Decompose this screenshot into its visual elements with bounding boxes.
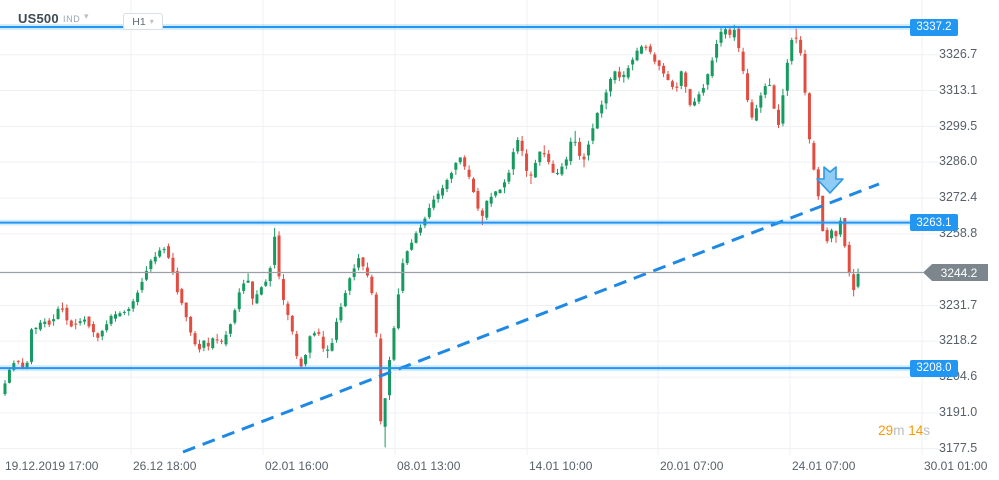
ascending-trendline[interactable] xyxy=(182,182,880,454)
price-chart-canvas[interactable] xyxy=(0,0,999,455)
price-level-label[interactable]: 3263.1 xyxy=(910,214,958,232)
symbol-label[interactable]: US500 xyxy=(18,11,59,26)
timeframe-label: H1 xyxy=(132,15,146,28)
time-tick-label: 30.01 01:00 xyxy=(924,459,988,473)
time-tick-label: 20.01 07:00 xyxy=(660,459,724,473)
time-tick-label: 14.01 10:00 xyxy=(529,459,593,473)
time-tick-label: 26.12 18:00 xyxy=(133,459,197,473)
time-tick-label: 02.01 16:00 xyxy=(265,459,329,473)
price-tick-label: 3231.7 xyxy=(939,297,978,312)
countdown-seconds-unit: s xyxy=(923,423,930,438)
chart-header: US500 IND ▾ H1 ▾ xyxy=(0,0,999,32)
price-tick-label: 3272.4 xyxy=(939,190,978,205)
countdown-minutes: 29 xyxy=(878,423,894,438)
price-level-label[interactable]: 3208.0 xyxy=(910,359,958,377)
price-tick-label: 3191.0 xyxy=(939,404,978,419)
time-tick-label: 08.01 13:00 xyxy=(397,459,461,473)
price-tick-label: 3218.2 xyxy=(939,333,978,348)
price-level-label[interactable]: 3337.2 xyxy=(910,18,958,36)
timeframe-selector[interactable]: H1 ▾ xyxy=(123,13,163,30)
instrument-type-badge: IND xyxy=(63,14,81,24)
symbol-dropdown-caret-icon[interactable]: ▾ xyxy=(84,11,89,21)
current-price-label: 3244.2 xyxy=(923,264,988,282)
timeframe-caret-icon: ▾ xyxy=(149,16,154,26)
price-tick-label: 3326.7 xyxy=(939,46,978,61)
candlesticks xyxy=(3,24,860,448)
time-tick-label: 19.12.2019 17:00 xyxy=(5,459,99,473)
candle-countdown-timer: 29m 14s xyxy=(878,423,930,438)
price-tick-label: 3286.0 xyxy=(939,154,978,169)
price-tick-label: 3313.1 xyxy=(939,82,978,97)
price-tick-label: 3177.5 xyxy=(939,440,978,455)
price-tick-label: 3299.5 xyxy=(939,118,978,133)
time-tick-label: 24.01 07:00 xyxy=(792,459,856,473)
price-level-lines[interactable] xyxy=(0,24,910,372)
countdown-seconds: 14 xyxy=(908,423,924,438)
down-arrow-annotation[interactable] xyxy=(816,166,844,194)
gridlines xyxy=(0,0,938,455)
countdown-minutes-unit: m xyxy=(893,423,905,438)
